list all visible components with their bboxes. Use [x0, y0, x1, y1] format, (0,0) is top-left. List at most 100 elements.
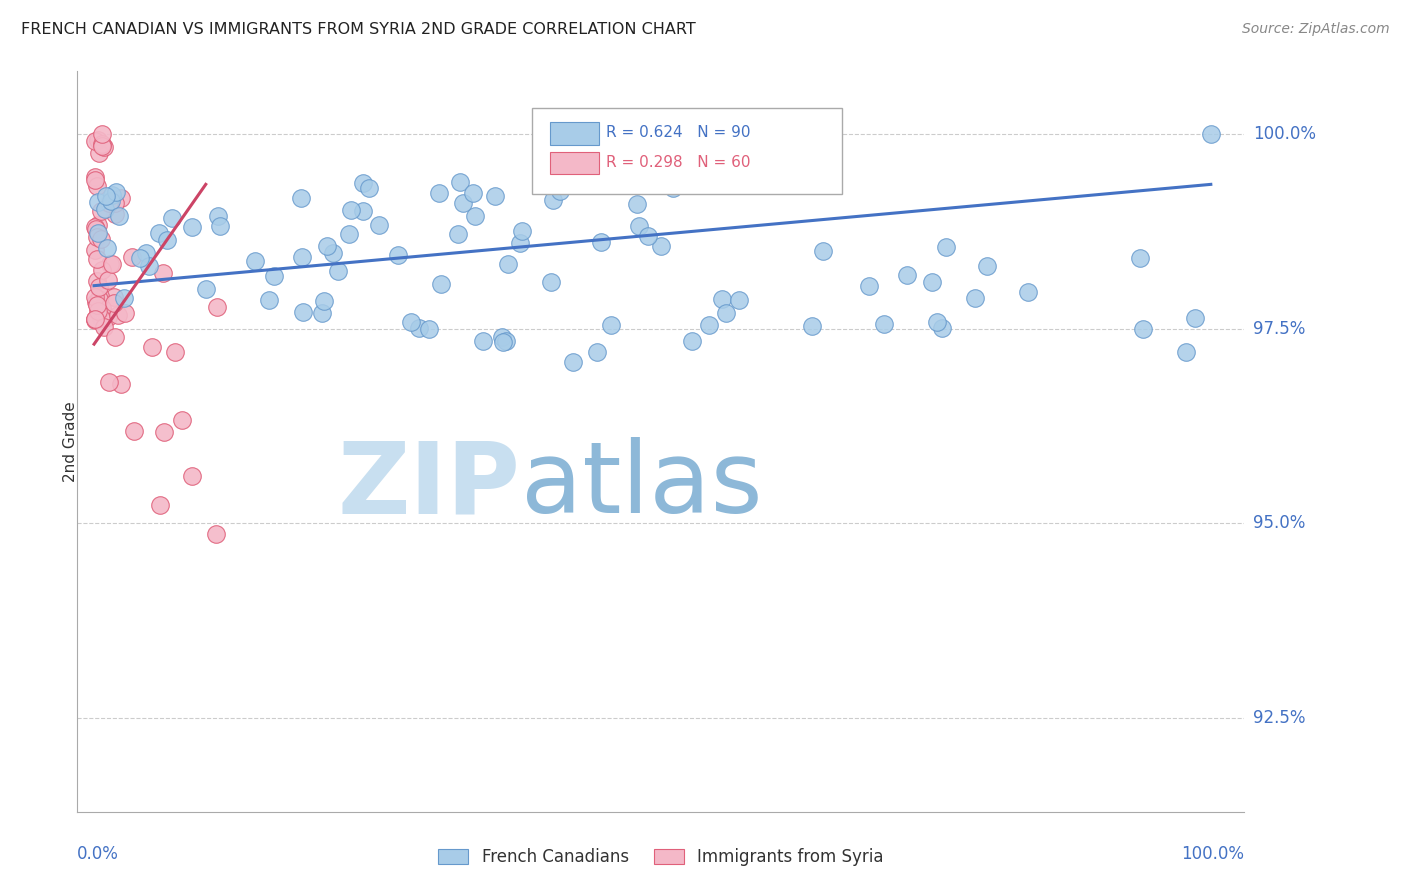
Point — [204, 527, 226, 541]
Legend: French Canadians, Immigrants from Syria: French Canadians, Immigrants from Syria — [432, 841, 890, 872]
Point — [101, 188, 124, 202]
Point — [101, 257, 124, 271]
Point — [290, 190, 312, 204]
Point — [328, 264, 350, 278]
Point — [858, 279, 880, 293]
Point — [86, 298, 108, 312]
Point — [429, 277, 451, 292]
Point — [965, 292, 987, 306]
Text: 97.5%: 97.5% — [1253, 319, 1305, 337]
Point — [90, 204, 112, 219]
Point — [626, 197, 648, 211]
Point — [399, 315, 422, 329]
Point — [110, 191, 132, 205]
Text: R = 0.298   N = 60: R = 0.298 N = 60 — [606, 155, 751, 169]
Point — [141, 340, 163, 354]
Point — [464, 209, 486, 223]
Point — [562, 355, 585, 369]
Point — [96, 241, 118, 255]
Point — [496, 257, 519, 271]
Point — [121, 250, 143, 264]
Text: Source: ZipAtlas.com: Source: ZipAtlas.com — [1241, 22, 1389, 37]
Point — [359, 181, 381, 195]
Point — [83, 312, 105, 326]
Point — [976, 259, 998, 273]
Point — [83, 243, 105, 257]
Point — [925, 315, 948, 329]
Point — [811, 244, 834, 259]
Point — [263, 269, 285, 284]
Point — [86, 179, 108, 194]
Point — [195, 282, 218, 296]
Point — [387, 248, 409, 262]
Text: ZIP: ZIP — [337, 437, 520, 534]
Point — [97, 273, 120, 287]
Point — [135, 246, 157, 260]
Point — [104, 196, 127, 211]
Point — [800, 319, 823, 334]
Point — [98, 376, 121, 390]
Point — [207, 210, 229, 224]
Point — [312, 293, 335, 308]
Point — [873, 317, 896, 331]
Point — [90, 311, 112, 326]
Point — [112, 291, 135, 305]
Point — [697, 318, 720, 332]
Point — [408, 320, 430, 334]
Text: R = 0.624   N = 90: R = 0.624 N = 90 — [606, 125, 751, 140]
Point — [471, 334, 494, 348]
Text: 100.0%: 100.0% — [1181, 845, 1244, 863]
Point — [509, 236, 531, 251]
Point — [340, 202, 363, 217]
Point — [714, 306, 737, 320]
Point — [650, 238, 672, 252]
Point — [104, 185, 127, 199]
Point — [896, 268, 918, 283]
Point — [637, 228, 659, 243]
Point — [935, 240, 957, 254]
Point — [1132, 322, 1154, 336]
Point — [84, 290, 107, 304]
Point — [87, 146, 110, 161]
Point — [461, 186, 484, 200]
Point — [1129, 251, 1152, 265]
Point — [86, 252, 108, 266]
Point — [352, 176, 374, 190]
Point — [711, 292, 734, 306]
Point — [1017, 285, 1039, 299]
Point — [1184, 310, 1206, 325]
Point — [84, 169, 107, 184]
Point — [83, 312, 105, 326]
Point — [205, 300, 228, 314]
Text: 95.0%: 95.0% — [1253, 515, 1305, 533]
Point — [91, 127, 114, 141]
Point — [83, 219, 105, 234]
Point — [90, 263, 112, 277]
Point — [104, 207, 127, 221]
Point — [84, 134, 107, 148]
FancyBboxPatch shape — [550, 152, 599, 174]
Point — [97, 195, 120, 210]
Point — [114, 306, 136, 320]
Point — [181, 219, 204, 234]
Point — [1199, 127, 1222, 141]
Point — [89, 303, 111, 318]
Point — [86, 230, 108, 244]
Point — [90, 301, 112, 315]
Point — [138, 259, 160, 273]
Point — [172, 412, 194, 426]
Point — [449, 175, 471, 189]
Point — [89, 289, 111, 303]
Point — [84, 295, 107, 310]
Point — [93, 320, 115, 334]
Point — [322, 245, 344, 260]
Point — [512, 224, 534, 238]
Point — [291, 250, 314, 264]
Point — [1175, 344, 1198, 359]
Text: 100.0%: 100.0% — [1253, 125, 1316, 143]
Point — [153, 425, 176, 440]
Point — [103, 290, 125, 304]
Point — [110, 376, 132, 391]
Point — [90, 232, 112, 246]
Point — [491, 329, 513, 343]
